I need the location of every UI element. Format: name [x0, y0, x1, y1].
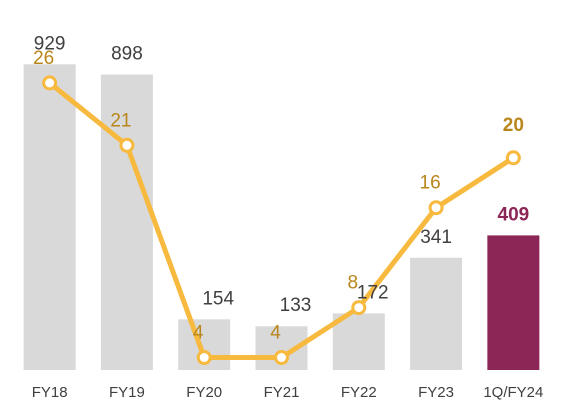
line-value-label: 4 [270, 323, 281, 344]
line-value-label: 26 [33, 48, 54, 69]
bar-value-label: 929 [34, 33, 66, 54]
bar [410, 257, 463, 370]
line-value-label: 4 [193, 323, 204, 344]
line-value-label: 8 [347, 273, 358, 294]
bar-value-label: 172 [357, 282, 389, 303]
line-marker [428, 200, 444, 216]
bar [487, 235, 540, 370]
bar-value-label: 341 [420, 227, 452, 248]
line-value-label: 20 [503, 115, 524, 136]
x-tick-label: FY23 [418, 384, 454, 401]
line-value-label: 21 [110, 110, 131, 131]
x-tick-label: FY20 [186, 384, 222, 401]
x-tick-label: FY21 [264, 384, 300, 401]
x-tick-label: 1Q/FY24 [483, 384, 543, 401]
x-tick-label: FY19 [109, 384, 145, 401]
line-marker [196, 350, 212, 366]
bar-value-label: 154 [202, 288, 234, 309]
line-marker [351, 300, 367, 316]
line-marker [505, 150, 521, 166]
bar [332, 313, 385, 370]
bar-value-label: 133 [280, 295, 312, 316]
x-tick-label: FY22 [341, 384, 377, 401]
bar-value-label: 898 [111, 43, 143, 64]
bar [23, 64, 76, 371]
line-value-label: 16 [420, 173, 441, 194]
bar [100, 74, 153, 370]
bar-value-label: 409 [498, 204, 530, 225]
x-tick-label: FY18 [32, 384, 68, 401]
line-marker [42, 75, 58, 91]
line-marker [274, 350, 289, 366]
line-marker [119, 137, 135, 153]
